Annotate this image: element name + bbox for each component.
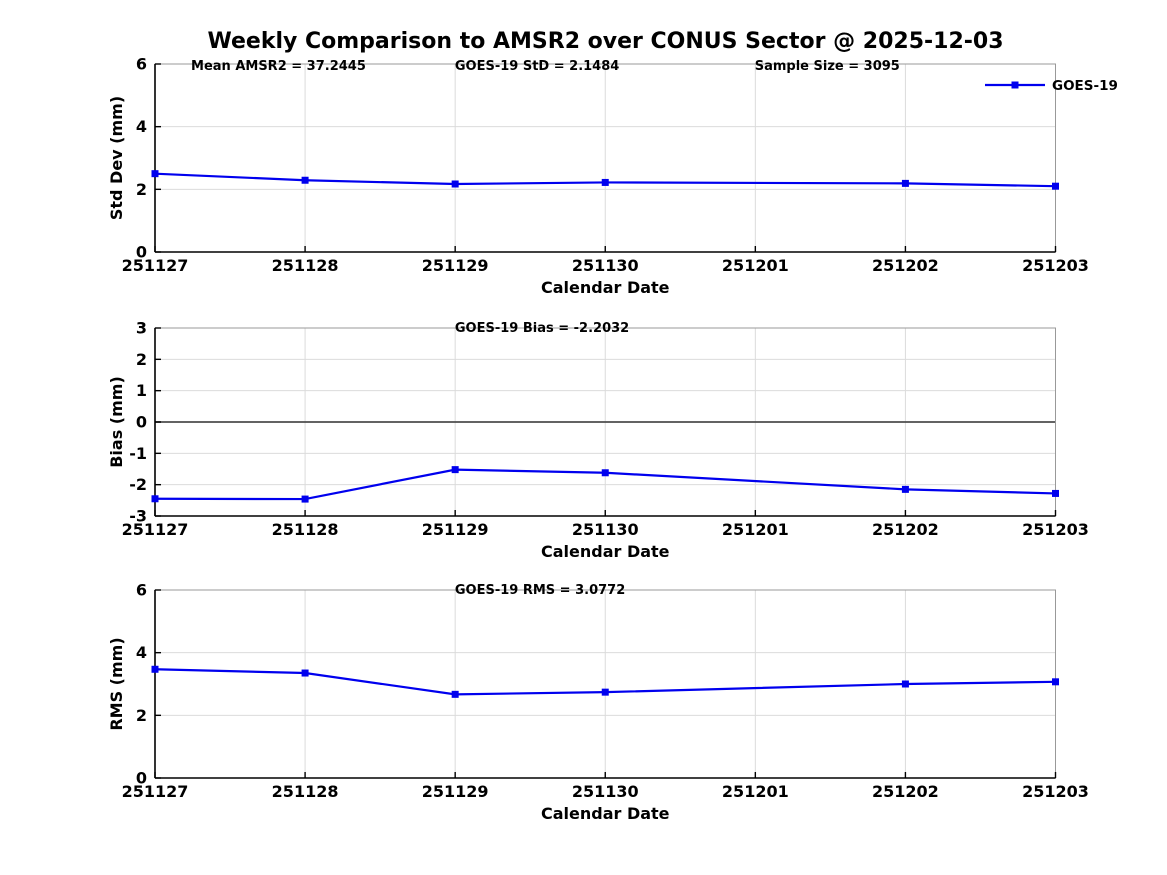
x-tick-label: 251203 (1022, 256, 1089, 275)
y-tick-label: 6 (136, 55, 147, 74)
x-tick-label: 251130 (572, 256, 639, 275)
data-point-marker (451, 466, 459, 474)
annotation: GOES-19 RMS = 3.0772 (455, 583, 625, 598)
y-tick-label: 2 (136, 180, 147, 199)
series-line (154, 468, 1056, 501)
data-point-marker (601, 469, 609, 477)
data-point-marker (451, 690, 459, 698)
data-point-marker (301, 669, 309, 677)
x-tick-label: 251127 (122, 256, 189, 275)
x-axis-label: Calendar Date (541, 278, 670, 297)
y-tick-label: -2 (129, 475, 147, 494)
x-tick-label: 251202 (872, 520, 939, 539)
x-tick-label: 251201 (722, 256, 789, 275)
stddev-plot-canvas: 251127 251128 251129 251130 251201 251202 2512… (107, 55, 1118, 298)
data-point-marker (151, 495, 159, 503)
legend-label: GOES-19 (1052, 78, 1118, 94)
x-tick-label: 251202 (872, 782, 939, 801)
series-line (154, 668, 1056, 696)
annotation: Sample Size = 3095 (755, 59, 900, 74)
y-axis-label: Std Dev (mm) (107, 96, 126, 220)
y-tick-label: 4 (136, 643, 147, 662)
x-tick-label: 251128 (272, 520, 339, 539)
data-point-marker (151, 665, 159, 673)
data-point-marker (1052, 182, 1059, 190)
annotation: Mean AMSR2 = 37.2445 (191, 59, 366, 74)
x-tick-label: 251129 (422, 520, 489, 539)
rms-chart: 251127 251128 251129 251130 251201 251202 2512… (0, 581, 1167, 832)
y-axis-label: Bias (mm) (107, 376, 126, 468)
y-tick-label: 3 (136, 319, 147, 338)
bias-chart: 251127 251128 251129 251130 251201 251202 2512… (0, 319, 1167, 570)
y-tick-label: 1 (136, 381, 147, 400)
x-tick-label: 251202 (872, 256, 939, 275)
x-tick-label: 251127 (122, 520, 189, 539)
series-line (154, 172, 1056, 188)
annotation: GOES-19 StD = 2.1484 (455, 59, 619, 74)
x-tick-label: 251201 (722, 520, 789, 539)
data-point-marker (901, 179, 909, 187)
x-tick-label: 251128 (272, 782, 339, 801)
x-axis-label: Calendar Date (541, 804, 670, 823)
y-tick-label: 6 (136, 581, 147, 600)
data-point-marker (301, 495, 309, 503)
stddev-chart: 251127 251128 251129 251130 251201 251202 2512… (0, 55, 1167, 306)
y-tick-label: 0 (136, 413, 147, 432)
annotation: GOES-19 Bias = -2.2032 (455, 321, 629, 336)
x-tick-label: 251203 (1022, 520, 1089, 539)
y-tick-label: 2 (136, 706, 147, 725)
rms-plot-canvas: 251127 251128 251129 251130 251201 251202 2512… (107, 581, 1089, 824)
data-point-marker (601, 178, 609, 186)
y-tick-label: -1 (129, 444, 147, 463)
data-point-marker (451, 180, 459, 188)
data-point-marker (901, 680, 909, 688)
x-tick-label: 251128 (272, 256, 339, 275)
data-point-marker (1052, 678, 1059, 686)
y-axis-label: RMS (mm) (107, 637, 126, 730)
figure-title: Weekly Comparison to AMSR2 over CONUS Se… (207, 29, 1004, 54)
data-point-marker (901, 485, 909, 493)
data-point-marker (601, 688, 609, 696)
data-point-marker (1052, 489, 1059, 497)
y-tick-label: 0 (136, 769, 147, 788)
y-tick-label: -3 (129, 507, 147, 526)
y-tick-label: 4 (136, 117, 147, 136)
x-tick-label: 251203 (1022, 782, 1089, 801)
x-tick-label: 251129 (422, 256, 489, 275)
data-point-marker (151, 170, 159, 178)
x-axis-label: Calendar Date (541, 542, 670, 561)
x-tick-label: 251201 (722, 782, 789, 801)
x-tick-label: 251129 (422, 782, 489, 801)
x-tick-label: 251130 (572, 782, 639, 801)
bias-plot-canvas: 251127 251128 251129 251130 251201 251202 2512… (107, 319, 1089, 562)
data-point-marker (301, 176, 309, 184)
legend-marker-icon (1011, 81, 1019, 89)
y-tick-label: 0 (136, 243, 147, 262)
y-tick-label: 2 (136, 350, 147, 369)
x-tick-label: 251130 (572, 520, 639, 539)
x-tick-label: 251127 (122, 782, 189, 801)
